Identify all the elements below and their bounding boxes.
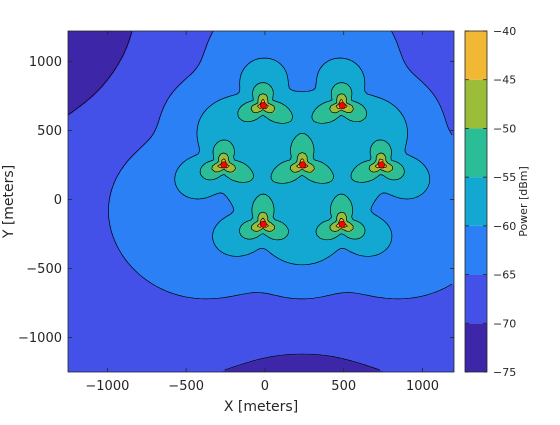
y-tick-label: 500 xyxy=(37,124,62,139)
transmitter-marker xyxy=(378,161,385,169)
contour-line xyxy=(199,82,405,241)
colorbar-tick-label: −75 xyxy=(493,366,516,379)
colorbar-segment xyxy=(465,79,487,129)
colorbar-label: Power [dBm] xyxy=(517,166,530,237)
x-tick-label: −1000 xyxy=(85,379,129,394)
power-field-image xyxy=(68,31,454,372)
colorbar-segment xyxy=(465,177,487,226)
x-tick-label: 500 xyxy=(331,379,356,394)
transmitter-marker xyxy=(299,161,307,169)
y-tick-label: −500 xyxy=(26,262,62,277)
colorbar-segment xyxy=(465,225,487,275)
colorbar-segments xyxy=(465,31,487,372)
colorbar-segment xyxy=(465,128,487,178)
colorbar-tick-label: −65 xyxy=(493,269,516,282)
colorbar-tick-label: −40 xyxy=(493,25,516,38)
plot-area: −1000 −500 0 500 1000 −1000 −500 0 500 1000 X [m… xyxy=(1,30,455,415)
y-axis-label: Y [meters] xyxy=(1,165,17,239)
x-axis-label: X [meters] xyxy=(224,399,298,415)
colorbar-tick-label: −55 xyxy=(493,171,516,184)
colorbar-tick-label: −45 xyxy=(493,74,516,87)
contour-line xyxy=(108,31,453,300)
y-tick-label: −1000 xyxy=(18,331,62,346)
transmitter-marker xyxy=(220,161,228,169)
power-field xyxy=(68,31,454,372)
contour-line xyxy=(211,93,394,232)
colorbar: −40 −45 −50 −55 −60 −65 −70 −75 Power [dBm] xyxy=(464,25,530,379)
x-axis-ticks: −1000 −500 0 500 1000 xyxy=(85,31,439,394)
colorbar-tick-label: −50 xyxy=(493,122,516,135)
x-tick-label: −500 xyxy=(168,379,204,394)
colorbar-frame xyxy=(464,30,488,373)
transmitter-marker xyxy=(338,102,346,110)
transmitter-marker xyxy=(259,220,267,228)
plot-frame xyxy=(67,30,455,373)
colorbar-segment xyxy=(465,274,487,324)
y-tick-label: 1000 xyxy=(29,55,62,70)
y-axis-ticks: −1000 −500 0 500 1000 xyxy=(18,55,454,346)
colorbar-segment xyxy=(465,31,487,80)
colorbar-tick-label: −60 xyxy=(493,220,516,233)
x-tick-label: 0 xyxy=(261,379,269,394)
contour-line xyxy=(174,57,431,266)
colorbar-segment xyxy=(465,323,487,372)
colorbar-tick-label: −70 xyxy=(493,317,516,330)
transmitter-markers xyxy=(220,102,385,228)
transmitter-marker xyxy=(259,102,267,110)
y-tick-label: 0 xyxy=(54,193,62,208)
colorbar-ticks: −40 −45 −50 −55 −60 −65 −70 −75 xyxy=(465,25,516,379)
contour-line xyxy=(68,31,380,371)
x-tick-label: 1000 xyxy=(406,379,439,394)
transmitter-marker xyxy=(338,220,346,228)
